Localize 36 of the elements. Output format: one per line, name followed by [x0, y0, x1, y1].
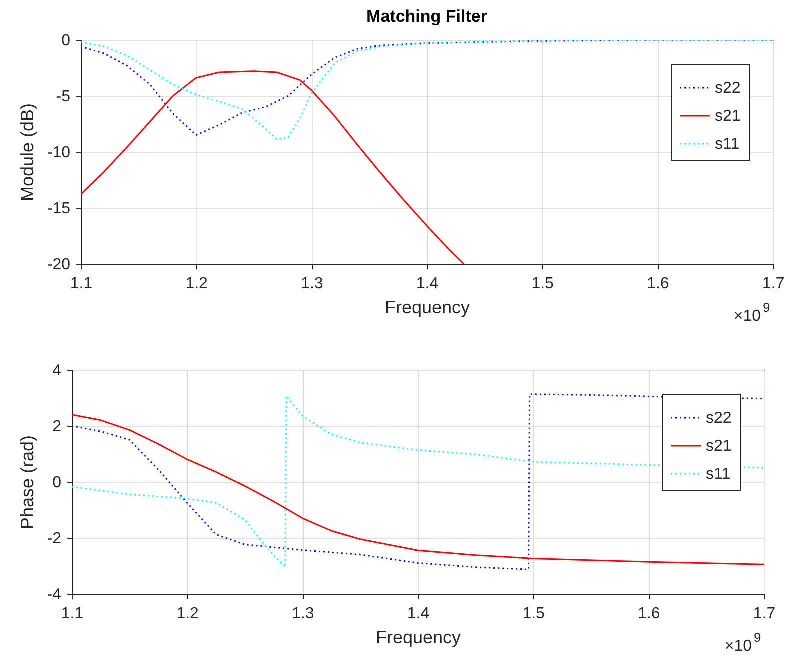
- y-axis-title: Phase (rad): [17, 435, 38, 530]
- y-tick-label: -15: [47, 200, 71, 218]
- x-tick-label: 1.5: [522, 606, 546, 622]
- y-tick-label: 0: [52, 474, 62, 492]
- x-tick-label: 1.1: [61, 606, 84, 622]
- y-tick-label: -4: [47, 586, 62, 604]
- x-tick-label: 1.2: [176, 606, 200, 622]
- x-tick-label: 1.1: [70, 276, 93, 292]
- x-tick-label: 1.4: [416, 276, 439, 292]
- x-tick-label: 1.7: [753, 606, 776, 622]
- y-tick-label: -10: [47, 144, 71, 162]
- y-tick-label: 0: [62, 32, 71, 50]
- x-axis-title: Frequency: [376, 628, 462, 648]
- x-tick-label: 1.6: [638, 606, 660, 622]
- chart-title: Matching Filter: [366, 7, 488, 26]
- x-tick-label: 1.6: [647, 276, 670, 292]
- x-tick-label: 1.7: [762, 276, 785, 292]
- legend-label: s21: [706, 438, 732, 455]
- legend-label: s22: [706, 410, 732, 427]
- line-series: [81, 70, 465, 264]
- y-tick-label: -20: [47, 256, 71, 274]
- y-tick-label: 4: [52, 362, 62, 380]
- legend-label: s11: [715, 136, 740, 153]
- x-tick-label: 1.4: [407, 606, 430, 622]
- x-axis-title: Frequency: [384, 298, 470, 318]
- legend-label: s21: [715, 108, 741, 125]
- x-tick-label: 1.2: [186, 276, 208, 292]
- legend-label: s11: [706, 466, 731, 483]
- x-tick-label: 1.5: [532, 276, 554, 292]
- y-axis-title: Module (dB): [17, 103, 38, 202]
- y-tick-label: 2: [52, 418, 62, 436]
- y-tick-label: -5: [56, 88, 71, 106]
- x-tick-label: 1.3: [292, 606, 314, 622]
- x-tick-label: 1.3: [301, 276, 324, 292]
- legend-label: s22: [715, 80, 741, 97]
- y-tick-label: -2: [47, 530, 62, 548]
